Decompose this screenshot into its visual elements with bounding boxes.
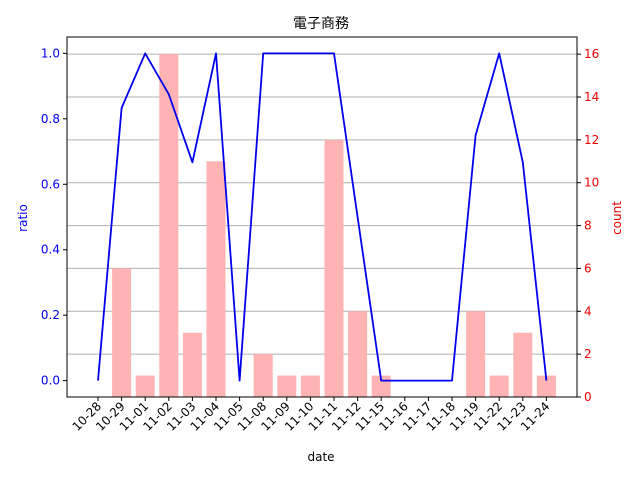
- y-left-tick-label: 0.2: [41, 308, 60, 322]
- y-right-tick-label: 12: [584, 133, 599, 147]
- count-bar: [300, 375, 320, 397]
- y-left-tick-label: 0.0: [41, 374, 60, 388]
- count-bar: [466, 311, 486, 397]
- x-axis-label: date: [307, 450, 334, 464]
- count-bar: [182, 332, 202, 397]
- count-bar: [112, 268, 132, 397]
- y-right-tick-label: 4: [584, 304, 592, 318]
- y-left-tick-label: 0.8: [41, 112, 60, 126]
- y-right-tick-label: 8: [584, 219, 592, 233]
- y-right-tick-label: 2: [584, 347, 592, 361]
- count-bar: [513, 332, 533, 397]
- plot-frame: [66, 36, 578, 398]
- count-bar: [536, 375, 556, 397]
- y-right-tick-label: 14: [584, 90, 599, 104]
- y-axis-right-label: count: [610, 201, 624, 235]
- x-axis: 10-2810-2911-0111-0211-0311-0411-0511-08…: [70, 397, 553, 434]
- grid: [67, 53, 577, 398]
- y-left-tick-label: 0.4: [41, 243, 60, 257]
- count-bar: [277, 375, 297, 397]
- left-axis: 0.0 0.2 0.4 0.6 0.8 1.0: [41, 46, 67, 388]
- count-bar: [253, 354, 273, 397]
- count-bar: [348, 311, 368, 397]
- y-right-tick-label: 16: [584, 47, 599, 61]
- count-bar: [159, 54, 179, 398]
- bars: [112, 54, 556, 398]
- y-right-tick-label: 6: [584, 261, 592, 275]
- y-axis-left-label: ratio: [16, 204, 30, 232]
- count-bar: [135, 375, 155, 397]
- y-left-tick-label: 1.0: [41, 46, 60, 60]
- right-axis: 0 2 4 6 8 10 12 14 16: [577, 47, 599, 404]
- y-right-tick-label: 10: [584, 176, 599, 190]
- y-left-tick-label: 0.6: [41, 177, 60, 191]
- count-bar: [206, 161, 226, 397]
- count-bar: [324, 139, 344, 397]
- ratio-line: [97, 52, 548, 382]
- count-bar: [489, 375, 509, 397]
- ratio-line-layer: [97, 52, 548, 382]
- chart-title: 電子商務: [293, 16, 349, 32]
- y-right-tick-label: 0: [584, 390, 592, 404]
